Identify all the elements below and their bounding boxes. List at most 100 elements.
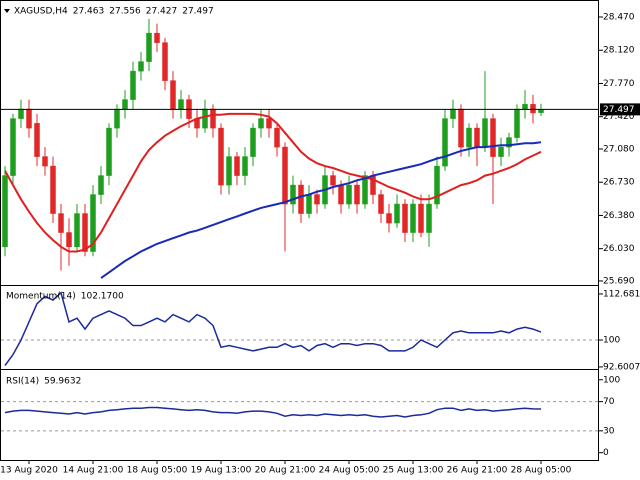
x-tick-label: 13 Aug 2020 (0, 466, 58, 476)
candle-body (506, 137, 512, 148)
candle-body (298, 184, 304, 214)
y-tick-label: 26.730 (603, 178, 635, 188)
panel-header: Momentum(14) (6, 292, 76, 302)
candle-body (434, 165, 440, 205)
candle-body (154, 32, 160, 43)
panel-header: 27.463 (73, 7, 105, 17)
menu-arrow[interactable] (4, 9, 10, 13)
candle-body (98, 175, 104, 195)
candle-body (306, 194, 312, 214)
candle-body (58, 213, 64, 233)
candle-body (226, 156, 232, 186)
panel-header: XAGUSD,H4 (14, 7, 68, 17)
candle-body (130, 70, 136, 100)
candle-body (530, 104, 536, 114)
candle-body (90, 194, 96, 252)
y-tick-label: 100 (603, 375, 620, 385)
candle-body (386, 213, 392, 224)
y-tick-label: 25.690 (603, 276, 635, 286)
candle-body (170, 80, 176, 110)
candle-body (458, 108, 464, 148)
candle-body (410, 203, 416, 233)
candle-body (354, 184, 360, 205)
candle-body (114, 108, 120, 129)
y-tick-label: 28.470 (603, 13, 635, 23)
y-tick-label: 26.380 (603, 211, 635, 221)
candle-body (250, 127, 256, 157)
candle-body (314, 194, 320, 205)
y-tick-label: 100 (603, 336, 620, 346)
indicator-line (4, 291, 542, 366)
candle-body (290, 184, 296, 205)
candle-body (522, 104, 528, 110)
candle-body (242, 156, 248, 176)
panel-header: 27.497 (182, 7, 214, 17)
candle-body (202, 108, 208, 129)
candle-body (50, 165, 56, 214)
price-marker-label: 27.497 (603, 105, 635, 115)
candle-body (362, 175, 368, 205)
x-tick-label: 25 Aug 13:00 (383, 466, 444, 476)
frame (0, 0, 599, 461)
x-tick-label: 18 Aug 05:00 (127, 466, 188, 476)
x-tick-label: 26 Aug 21:00 (447, 466, 508, 476)
candle-body (2, 175, 8, 248)
y-tick-label: 28.120 (603, 46, 635, 56)
panel-header: RSI(14) (6, 377, 39, 387)
candle-body (378, 194, 384, 214)
candle-body (442, 118, 448, 167)
candle-body (330, 175, 336, 186)
candle-body (82, 213, 88, 252)
indicator-line (4, 112, 542, 253)
x-tick-label: 28 Aug 05:00 (511, 466, 572, 476)
indicator-line (4, 406, 542, 418)
candle-body (138, 61, 144, 72)
candle-body (178, 99, 184, 110)
y-tick-label: 112.6816 (603, 289, 640, 299)
candle-body (346, 184, 352, 205)
x-tick-label: 20 Aug 21:00 (255, 466, 316, 476)
candle-body (514, 108, 520, 138)
y-tick-label: 27.080 (603, 144, 635, 154)
candle-body (162, 42, 168, 81)
candle-body (418, 203, 424, 233)
candle-body (34, 123, 40, 157)
candle-body (474, 127, 480, 148)
candle-body (490, 118, 496, 157)
panel-header: 27.556 (109, 7, 141, 17)
price-marker (600, 103, 640, 116)
candle-body (450, 108, 456, 119)
panel-header: 59.9632 (44, 377, 81, 387)
y-tick-label: 27.420 (603, 112, 635, 122)
candle-body (234, 156, 240, 176)
indicator-line (100, 141, 542, 279)
candle-body (18, 108, 24, 119)
panel-header: 27.427 (146, 7, 178, 17)
candle-body (282, 146, 288, 205)
candle-body (218, 127, 224, 186)
panel-header: 102.1700 (81, 292, 124, 302)
candle-body (274, 127, 280, 148)
y-tick-label: 70 (603, 397, 615, 407)
candle-body (338, 184, 344, 205)
candle-body (74, 213, 80, 248)
candle-body (146, 32, 152, 62)
candle-body (498, 146, 504, 157)
y-tick-label: 30 (603, 426, 615, 436)
y-tick-label: 92.6007 (603, 362, 640, 372)
x-tick-label: 24 Aug 05:00 (319, 466, 380, 476)
candle-body (394, 203, 400, 224)
candle-body (26, 108, 32, 129)
x-tick-label: 19 Aug 13:00 (191, 466, 252, 476)
candle-body (482, 118, 488, 148)
candle-body (266, 118, 272, 129)
candle-body (66, 232, 72, 248)
y-tick-label: 26.030 (603, 244, 635, 254)
candle-body (210, 108, 216, 129)
x-tick-label: 14 Aug 21:00 (63, 466, 124, 476)
candle-body (466, 127, 472, 148)
candle-body (122, 99, 128, 110)
candle-body (106, 127, 112, 176)
